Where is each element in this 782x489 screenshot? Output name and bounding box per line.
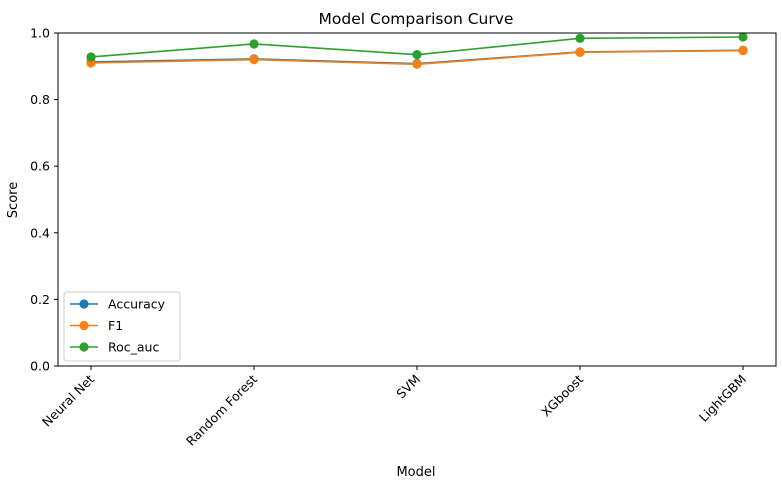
data-point-f1 [575,47,585,57]
legend-label: Accuracy [108,297,166,312]
x-axis-label: Model [396,465,435,480]
data-point-f1 [738,46,748,56]
legend: Accuracy F1 Roc_auc [63,291,181,362]
axes-frame [57,32,777,367]
legend-marker [79,320,89,331]
x-tick-label: Random Forest [183,371,260,448]
data-point-roc-auc [249,39,259,49]
legend-box [63,291,181,362]
chart-title: Model Comparison Curve [319,10,514,28]
y-tick-label: 0.0 [30,359,50,374]
legend-marker [79,342,89,352]
x-tick-label: SVM [393,372,423,402]
y-tick-label: 1.0 [30,26,50,41]
data-point-f1 [412,59,422,69]
x-tick-label: Neural Net [39,371,97,429]
y-tick-label: 0.4 [30,225,50,240]
y-tick-label: 0.2 [30,292,50,307]
x-tick-label: LightGBM [696,372,749,425]
data-point-f1 [249,55,259,65]
data-point-roc-auc [738,32,748,42]
legend-label: F1 [108,318,123,333]
data-point-roc-auc [575,33,585,43]
y-axis-label: Score [6,182,21,218]
x-tick-label: XGboost [538,371,586,419]
data-point-roc-auc [86,52,96,62]
y-tick-label: 0.8 [30,92,50,107]
y-tick-label: 0.6 [30,159,50,174]
legend-marker [79,299,89,309]
plot-area: 0.0 0.2 0.4 0.6 0.8 1.0 Neural Net Random Fores… [30,26,777,449]
data-point-roc-auc [412,50,422,60]
legend-label: Roc_auc [108,340,159,355]
